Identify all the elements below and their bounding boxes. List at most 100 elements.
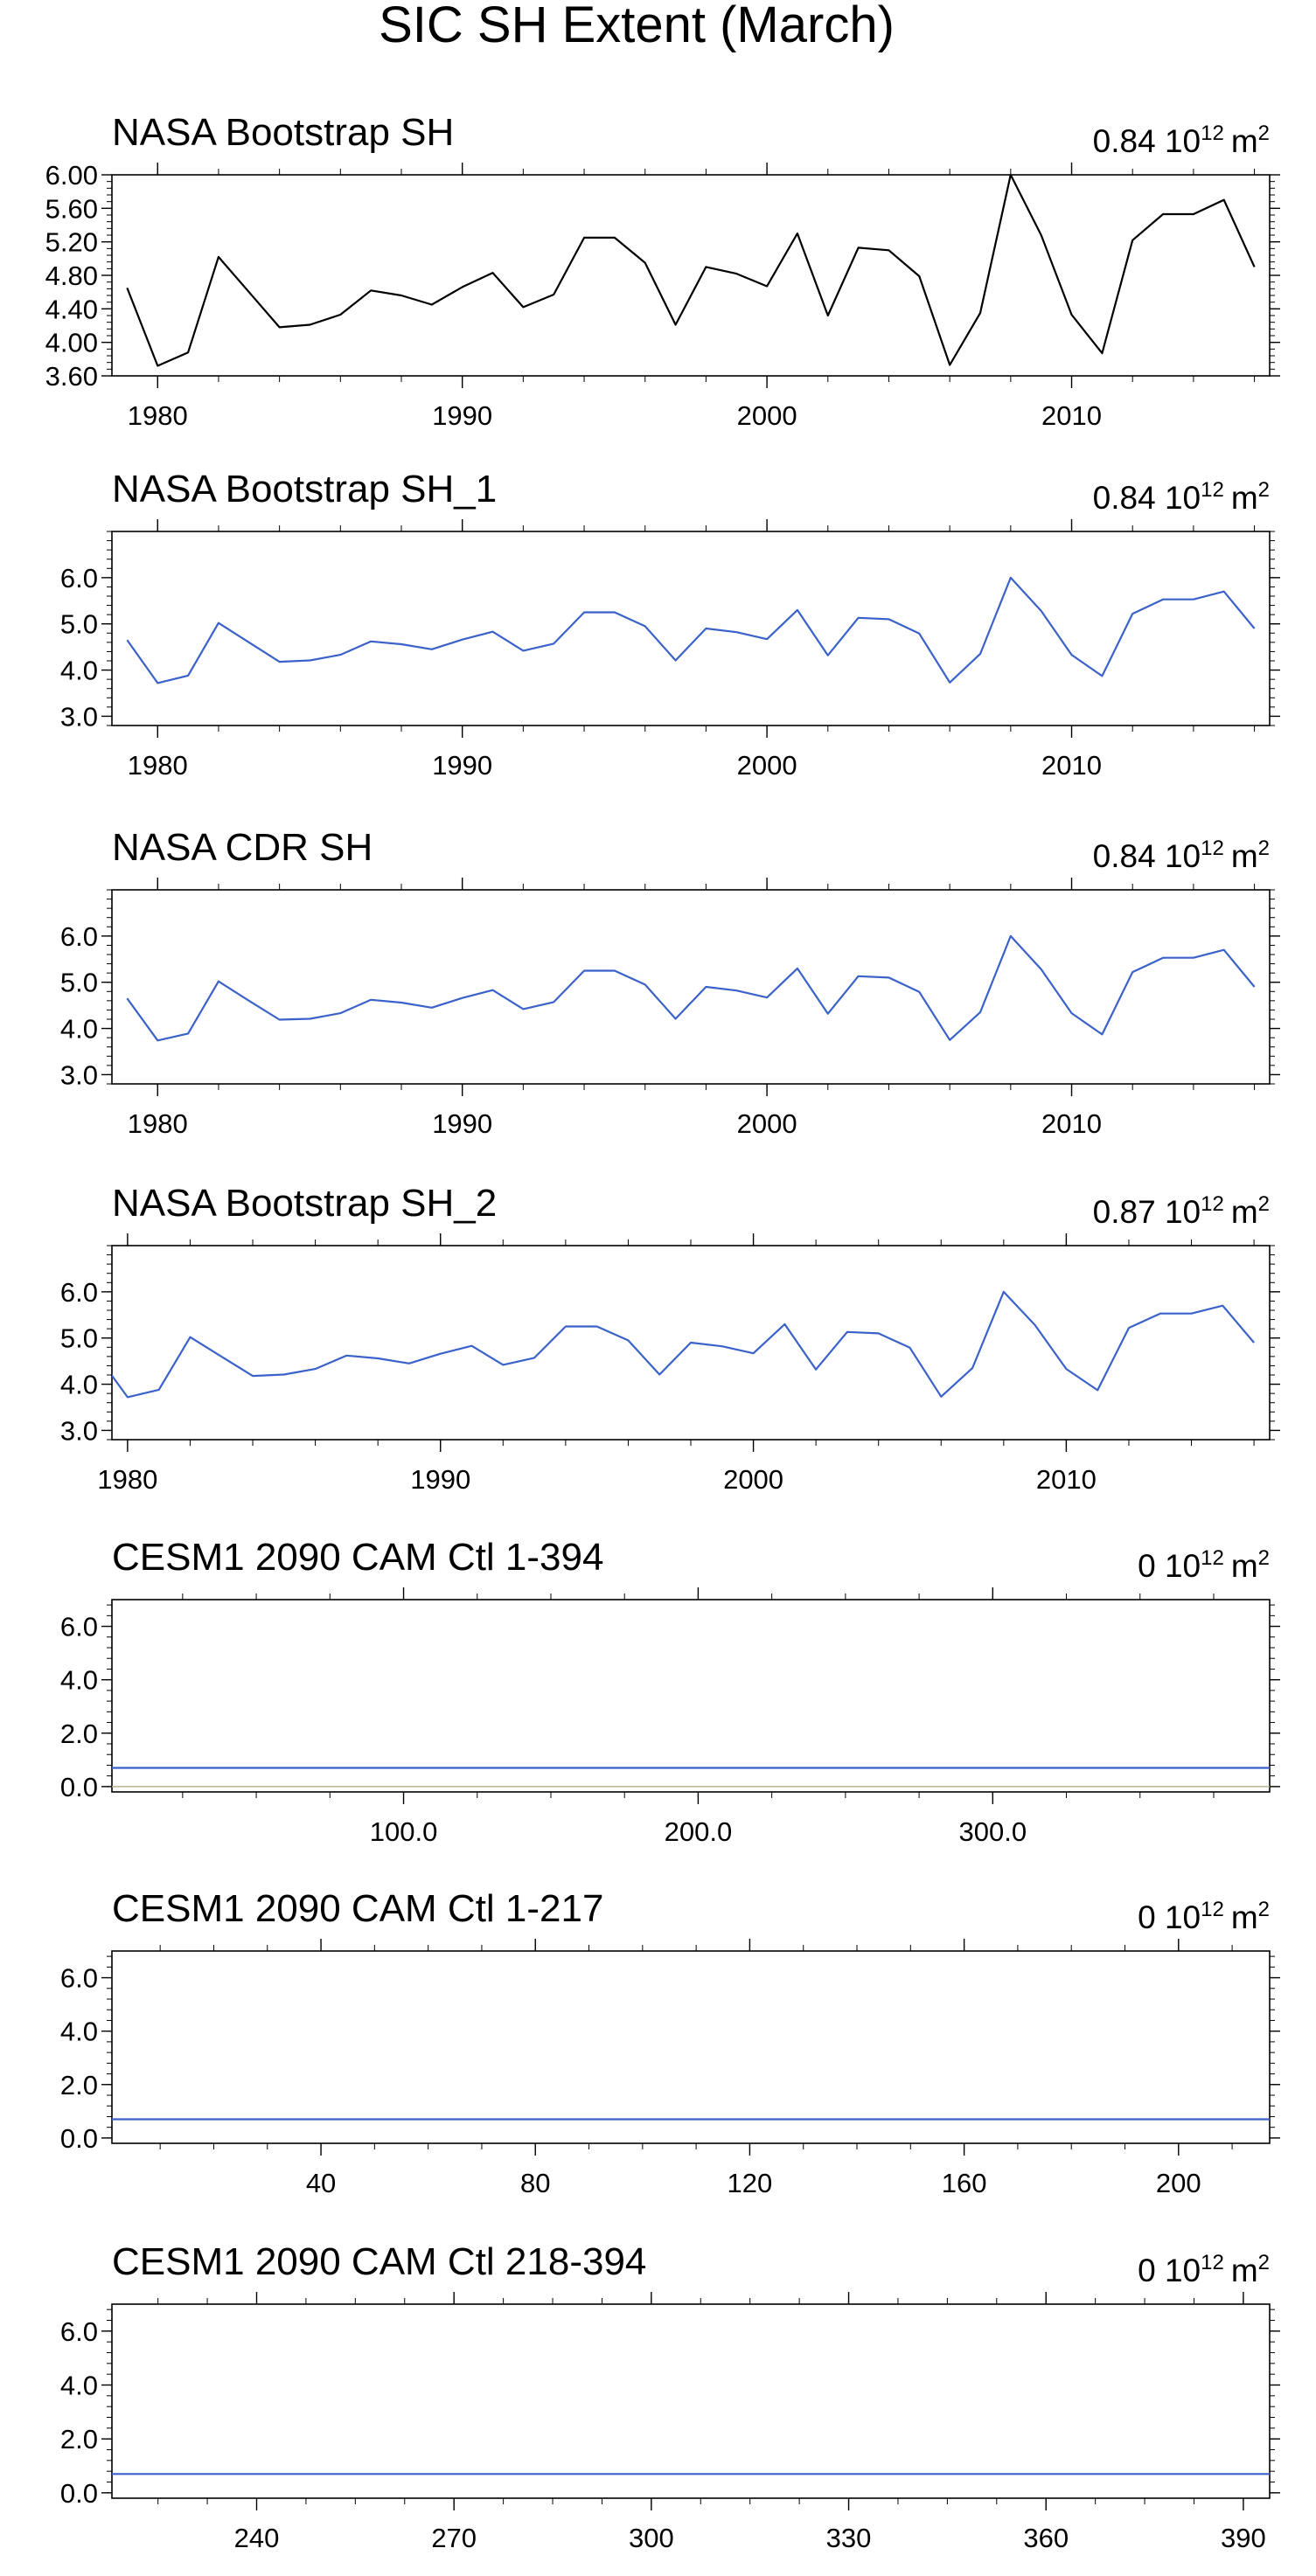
stat-unit-exp: 12 xyxy=(1201,837,1224,860)
stat-unit-suffix-exp: 2 xyxy=(1258,478,1270,502)
stat-unit-suffix: m xyxy=(1231,2253,1258,2288)
y-tick-label: 0.0 xyxy=(60,1772,98,1802)
x-tick-label: 1990 xyxy=(432,1108,492,1139)
stat-unit-exp: 12 xyxy=(1201,1898,1224,1921)
stat-unit-suffix-exp: 2 xyxy=(1258,837,1270,860)
y-tick-label: 6.0 xyxy=(60,563,98,594)
x-tick-label: 2000 xyxy=(737,1108,797,1139)
y-tick-label: 6.0 xyxy=(60,2316,98,2347)
figure-title: SIC SH Extent (March) xyxy=(379,0,895,53)
x-tick-label: 1980 xyxy=(128,750,188,781)
panel-2: NASA Bootstrap SH_1 0.84 1012 m2 3.0 4.0 5.0 6… xyxy=(60,468,1280,781)
x-tick-label: 270 xyxy=(431,2523,477,2553)
panel-stat: 0 1012 m2 xyxy=(1138,1898,1270,1935)
y-tick-label: 4.0 xyxy=(60,1370,98,1400)
x-tick-label: 2010 xyxy=(1036,1464,1097,1495)
panel-title: NASA Bootstrap SH_2 xyxy=(112,1182,497,1225)
stat-unit-suffix: m xyxy=(1231,123,1258,159)
stat-value: 0 xyxy=(1138,1899,1165,1935)
panel-7: CESM1 2090 CAM Ctl 218-394 0 1012 m2 0.0 2.0… xyxy=(60,2240,1280,2553)
x-tick-label: 2010 xyxy=(1041,750,1102,781)
stat-unit-base: 10 xyxy=(1165,1899,1201,1935)
y-tick-label: 4.40 xyxy=(45,294,98,324)
series-line xyxy=(126,175,1256,367)
panel-title: CESM1 2090 CAM Ctl 1-394 xyxy=(112,1536,603,1579)
x-tick-label: 1990 xyxy=(410,1464,470,1495)
x-tick-label: 330 xyxy=(826,2523,872,2553)
stat-unit-suffix: m xyxy=(1231,1899,1258,1935)
y-tick-label: 6.0 xyxy=(60,1612,98,1642)
x-tick-label: 200 xyxy=(1156,2168,1201,2198)
stat-unit-suffix: m xyxy=(1231,1548,1258,1584)
plot-frame xyxy=(111,1599,1271,1793)
stat-unit-suffix: m xyxy=(1231,480,1258,516)
y-tick-label: 4.0 xyxy=(60,1665,98,1696)
stat-value: 0 xyxy=(1138,2253,1165,2288)
panel-title: NASA Bootstrap SH_1 xyxy=(112,468,497,510)
stat-unit-base: 10 xyxy=(1165,2253,1201,2288)
x-tick-label: 120 xyxy=(728,2168,773,2198)
y-tick-label: 2.0 xyxy=(60,1718,98,1749)
y-tick-label: 6.0 xyxy=(60,1277,98,1308)
y-tick-label: 2.0 xyxy=(60,2070,98,2100)
x-tick-label: 1990 xyxy=(432,400,492,431)
x-tick-label: 80 xyxy=(520,2168,550,2198)
x-tick-label: 200.0 xyxy=(665,1816,733,1847)
series-line xyxy=(126,576,1256,684)
plot-frame xyxy=(111,1950,1271,2144)
y-tick-label: 4.0 xyxy=(60,2017,98,2047)
y-tick-label: 5.60 xyxy=(45,193,98,224)
x-tick-label: 2010 xyxy=(1041,1108,1102,1139)
y-tick-label: 2.0 xyxy=(60,2424,98,2454)
panel-title: NASA Bootstrap SH xyxy=(112,111,454,154)
panel-6: CESM1 2090 CAM Ctl 1-217 0 1012 m2 0.0 2.0 4.… xyxy=(60,1887,1280,2198)
panel-1: NASA Bootstrap SH 0.84 1012 m2 3.604.00 4.40… xyxy=(45,111,1280,431)
panel-3: NASA CDR SH 0.84 1012 m2 3.0 4.0 5.0 6.0 1980 19… xyxy=(60,826,1280,1139)
y-tick-label: 0.0 xyxy=(60,2478,98,2509)
panel-stat: 0.87 1012 m2 xyxy=(1093,1192,1270,1230)
x-tick-label: 100.0 xyxy=(370,1816,438,1847)
y-tick-label: 5.0 xyxy=(60,968,98,998)
y-tick-label: 5.0 xyxy=(60,1323,98,1354)
y-tick-label: 4.0 xyxy=(60,656,98,686)
stat-unit-suffix: m xyxy=(1231,1194,1258,1230)
x-tick-label: 1980 xyxy=(128,1108,188,1139)
y-tick-label: 3.0 xyxy=(60,1415,98,1446)
x-tick-label: 160 xyxy=(942,2168,987,2198)
y-tick-label: 4.0 xyxy=(60,1014,98,1045)
stat-unit-suffix-exp: 2 xyxy=(1258,1546,1270,1570)
panels-container: NASA Bootstrap SH 0.84 1012 m23.604.004.40… xyxy=(45,111,1280,2553)
y-tick-label: 4.0 xyxy=(60,2371,98,2401)
stat-value: 0.84 xyxy=(1093,838,1165,874)
y-tick-label: 3.0 xyxy=(60,701,98,732)
stat-unit-exp: 12 xyxy=(1201,1546,1224,1570)
y-tick-label: 5.20 xyxy=(45,227,98,258)
x-tick-label: 1980 xyxy=(128,400,188,431)
x-tick-label: 300.0 xyxy=(959,1816,1027,1847)
x-tick-label: 2000 xyxy=(723,1464,783,1495)
stat-unit-suffix-exp: 2 xyxy=(1258,1898,1270,1921)
y-tick-label: 6.0 xyxy=(60,1963,98,1994)
stat-unit-base: 10 xyxy=(1165,1194,1201,1230)
y-tick-label: 3.0 xyxy=(60,1059,98,1090)
stat-unit-suffix-exp: 2 xyxy=(1258,122,1270,145)
stat-value: 0.84 xyxy=(1093,480,1165,516)
stat-unit-exp: 12 xyxy=(1201,478,1224,502)
panel-stat: 0.84 1012 m2 xyxy=(1093,837,1270,874)
x-tick-label: 360 xyxy=(1023,2523,1069,2553)
x-tick-label: 40 xyxy=(306,2168,336,2198)
stat-unit-base: 10 xyxy=(1165,838,1201,874)
x-tick-label: 2000 xyxy=(737,750,797,781)
stat-unit-exp: 12 xyxy=(1201,122,1224,145)
stat-value: 0.84 xyxy=(1093,123,1165,159)
stat-unit-exp: 12 xyxy=(1201,2251,1224,2274)
x-tick-label: 1980 xyxy=(97,1464,157,1495)
stat-unit-suffix-exp: 2 xyxy=(1258,2251,1270,2274)
plot-frame xyxy=(111,531,1271,726)
stat-value: 0 xyxy=(1138,1548,1165,1584)
y-tick-label: 6.0 xyxy=(60,921,98,952)
y-tick-label: 0.0 xyxy=(60,2123,98,2154)
x-tick-label: 2010 xyxy=(1041,400,1102,431)
y-tick-label: 4.80 xyxy=(45,260,98,291)
